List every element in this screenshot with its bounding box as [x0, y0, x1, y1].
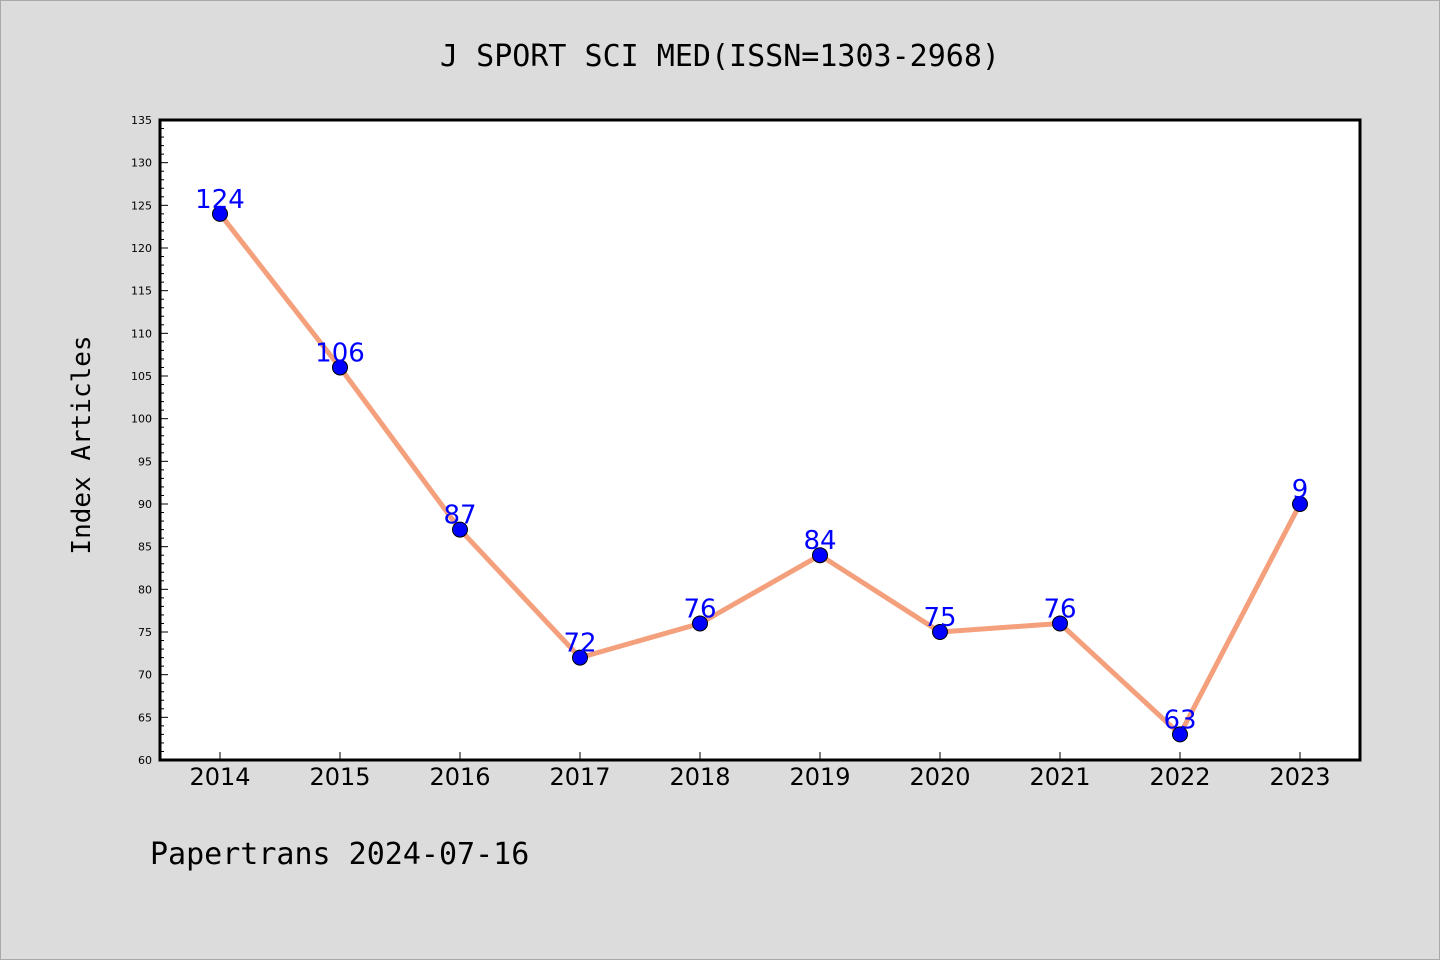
y-tick-label: 75 — [138, 626, 152, 639]
x-tick-label: 2021 — [1029, 763, 1090, 791]
data-point — [812, 547, 828, 564]
y-tick-label: 125 — [131, 199, 152, 212]
data-point — [1292, 496, 1308, 512]
data-point — [332, 359, 348, 376]
x-axis: 2014 2015 2016 2017 2018 2019 2020 2021 2022 2023 — [189, 752, 1331, 791]
plot-border — [158, 118, 1362, 762]
y-tick-label: 60 — [138, 754, 152, 767]
x-tick-label: 2014 — [189, 763, 250, 791]
y-tick-label: 110 — [131, 327, 152, 340]
x-tick-label: 2019 — [789, 763, 850, 791]
data-point — [212, 205, 228, 222]
x-tick-label: 2020 — [909, 763, 970, 791]
data-label: 76 — [683, 594, 716, 624]
y-tick-label: 130 — [131, 157, 152, 170]
x-tick-label: 2023 — [1269, 763, 1330, 791]
x-tick-label: 2017 — [549, 763, 610, 791]
x-tick-label: 2018 — [669, 763, 730, 791]
data-label: 84 — [803, 526, 836, 556]
y-tick-label: 65 — [138, 711, 152, 724]
y-tick-label: 90 — [138, 498, 152, 511]
y-tick-label: 70 — [138, 669, 152, 682]
series-line — [218, 212, 1303, 737]
data-label: 87 — [443, 501, 476, 531]
data-point — [692, 615, 708, 632]
y-tick-label: 80 — [138, 583, 152, 596]
y-tick-label: 100 — [131, 413, 152, 426]
data-label: 72 — [563, 629, 596, 659]
data-label: 9 — [1292, 475, 1309, 505]
data-label: 76 — [1043, 594, 1076, 624]
x-tick-label: 2015 — [309, 763, 370, 791]
data-label: 63 — [1163, 705, 1196, 735]
y-tick-label: 85 — [138, 541, 152, 554]
x-tick-label: 2022 — [1149, 763, 1210, 791]
data-point — [1052, 615, 1068, 632]
y-tick-label: 135 — [131, 114, 152, 127]
footer-date: Papertrans 2024-07-16 — [150, 837, 529, 872]
data-label: 124 — [195, 185, 245, 215]
y-tick-label: 95 — [138, 455, 152, 468]
data-point — [932, 624, 948, 640]
data-point — [572, 649, 588, 666]
data-point — [452, 521, 468, 538]
plot-area — [160, 120, 1360, 760]
data-label: 106 — [315, 338, 365, 368]
chart-title: J SPORT SCI MED(ISSN=1303-2968) — [440, 39, 1000, 74]
y-axis: 60 65 70 75 80 85 90 95 100 105 110 115 120 125 130 135 — [131, 114, 168, 767]
series-layer: 124 106 87 72 76 84 75 76 63 9 — [195, 185, 1309, 743]
x-tick-label: 2016 — [429, 763, 490, 791]
y-tick-label: 105 — [131, 370, 152, 383]
y-tick-label: 120 — [131, 242, 152, 255]
y-axis-label: Index Articles — [67, 335, 97, 554]
data-point — [1172, 726, 1188, 743]
data-label: 75 — [923, 603, 956, 633]
y-tick-label: 115 — [131, 285, 152, 298]
